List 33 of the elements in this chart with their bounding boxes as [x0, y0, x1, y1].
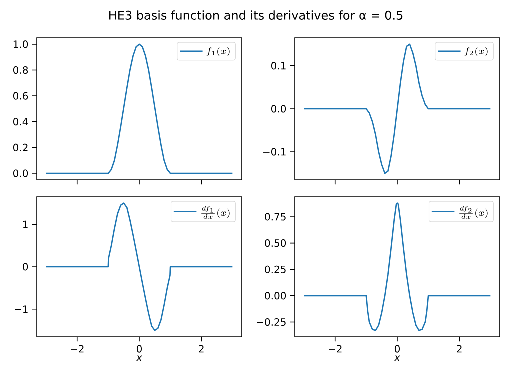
x-tick-label: 2	[199, 345, 204, 353]
y-tick-label: −0.25	[257, 318, 286, 326]
y-tick-label: 0.4	[14, 118, 28, 126]
line-series	[304, 44, 492, 174]
x-tick-label: −2	[71, 345, 84, 353]
legend-label: $\frac{df_2}{dx}(x)$	[460, 206, 488, 220]
y-tick-label: 0.8	[14, 66, 28, 74]
y-tick-label: 0.0	[272, 105, 286, 113]
y-tick-label: 0.0	[14, 170, 28, 178]
x-axis-title: x	[394, 356, 401, 362]
y-tick-label: −1	[15, 306, 28, 314]
y-tick-label: 0.50	[265, 240, 286, 248]
line-series	[46, 202, 234, 332]
y-tick-label: 0.2	[14, 144, 28, 152]
y-tick-label: 0	[23, 263, 28, 271]
y-tick-label: 0.6	[14, 92, 28, 100]
y-tick-label: 1.0	[14, 40, 28, 48]
x-tick-label: 2	[457, 345, 462, 353]
y-tick-label: 0.75	[265, 213, 286, 221]
y-tick-label: 0.1	[272, 62, 286, 70]
x-tick-label: 0	[136, 345, 142, 353]
x-tick-label: −2	[329, 345, 342, 353]
legend-label: $\frac{df_1}{dx}(x)$	[202, 206, 230, 220]
chart-title: HE3 basis function and its derivatives for α = 0.5	[110, 10, 403, 20]
y-tick-label: −0.1	[264, 148, 286, 156]
y-tick-label: 0.00	[265, 292, 286, 300]
y-tick-label: 1	[23, 220, 28, 228]
legend-label: $f_2(x)$	[464, 47, 488, 57]
legend-label: $f_1(x)$	[206, 47, 230, 57]
line-series	[304, 202, 492, 332]
x-axis-title: x	[136, 356, 143, 362]
y-tick-label: 0.25	[265, 266, 286, 274]
x-tick-label: 0	[394, 345, 400, 353]
